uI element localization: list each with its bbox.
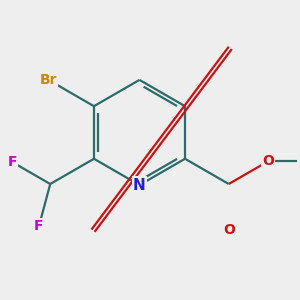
Text: O: O [262, 154, 274, 168]
Text: F: F [34, 219, 44, 233]
Text: F: F [8, 155, 17, 169]
Text: O: O [223, 223, 235, 237]
Text: N: N [133, 178, 146, 193]
Text: Br: Br [40, 73, 57, 87]
